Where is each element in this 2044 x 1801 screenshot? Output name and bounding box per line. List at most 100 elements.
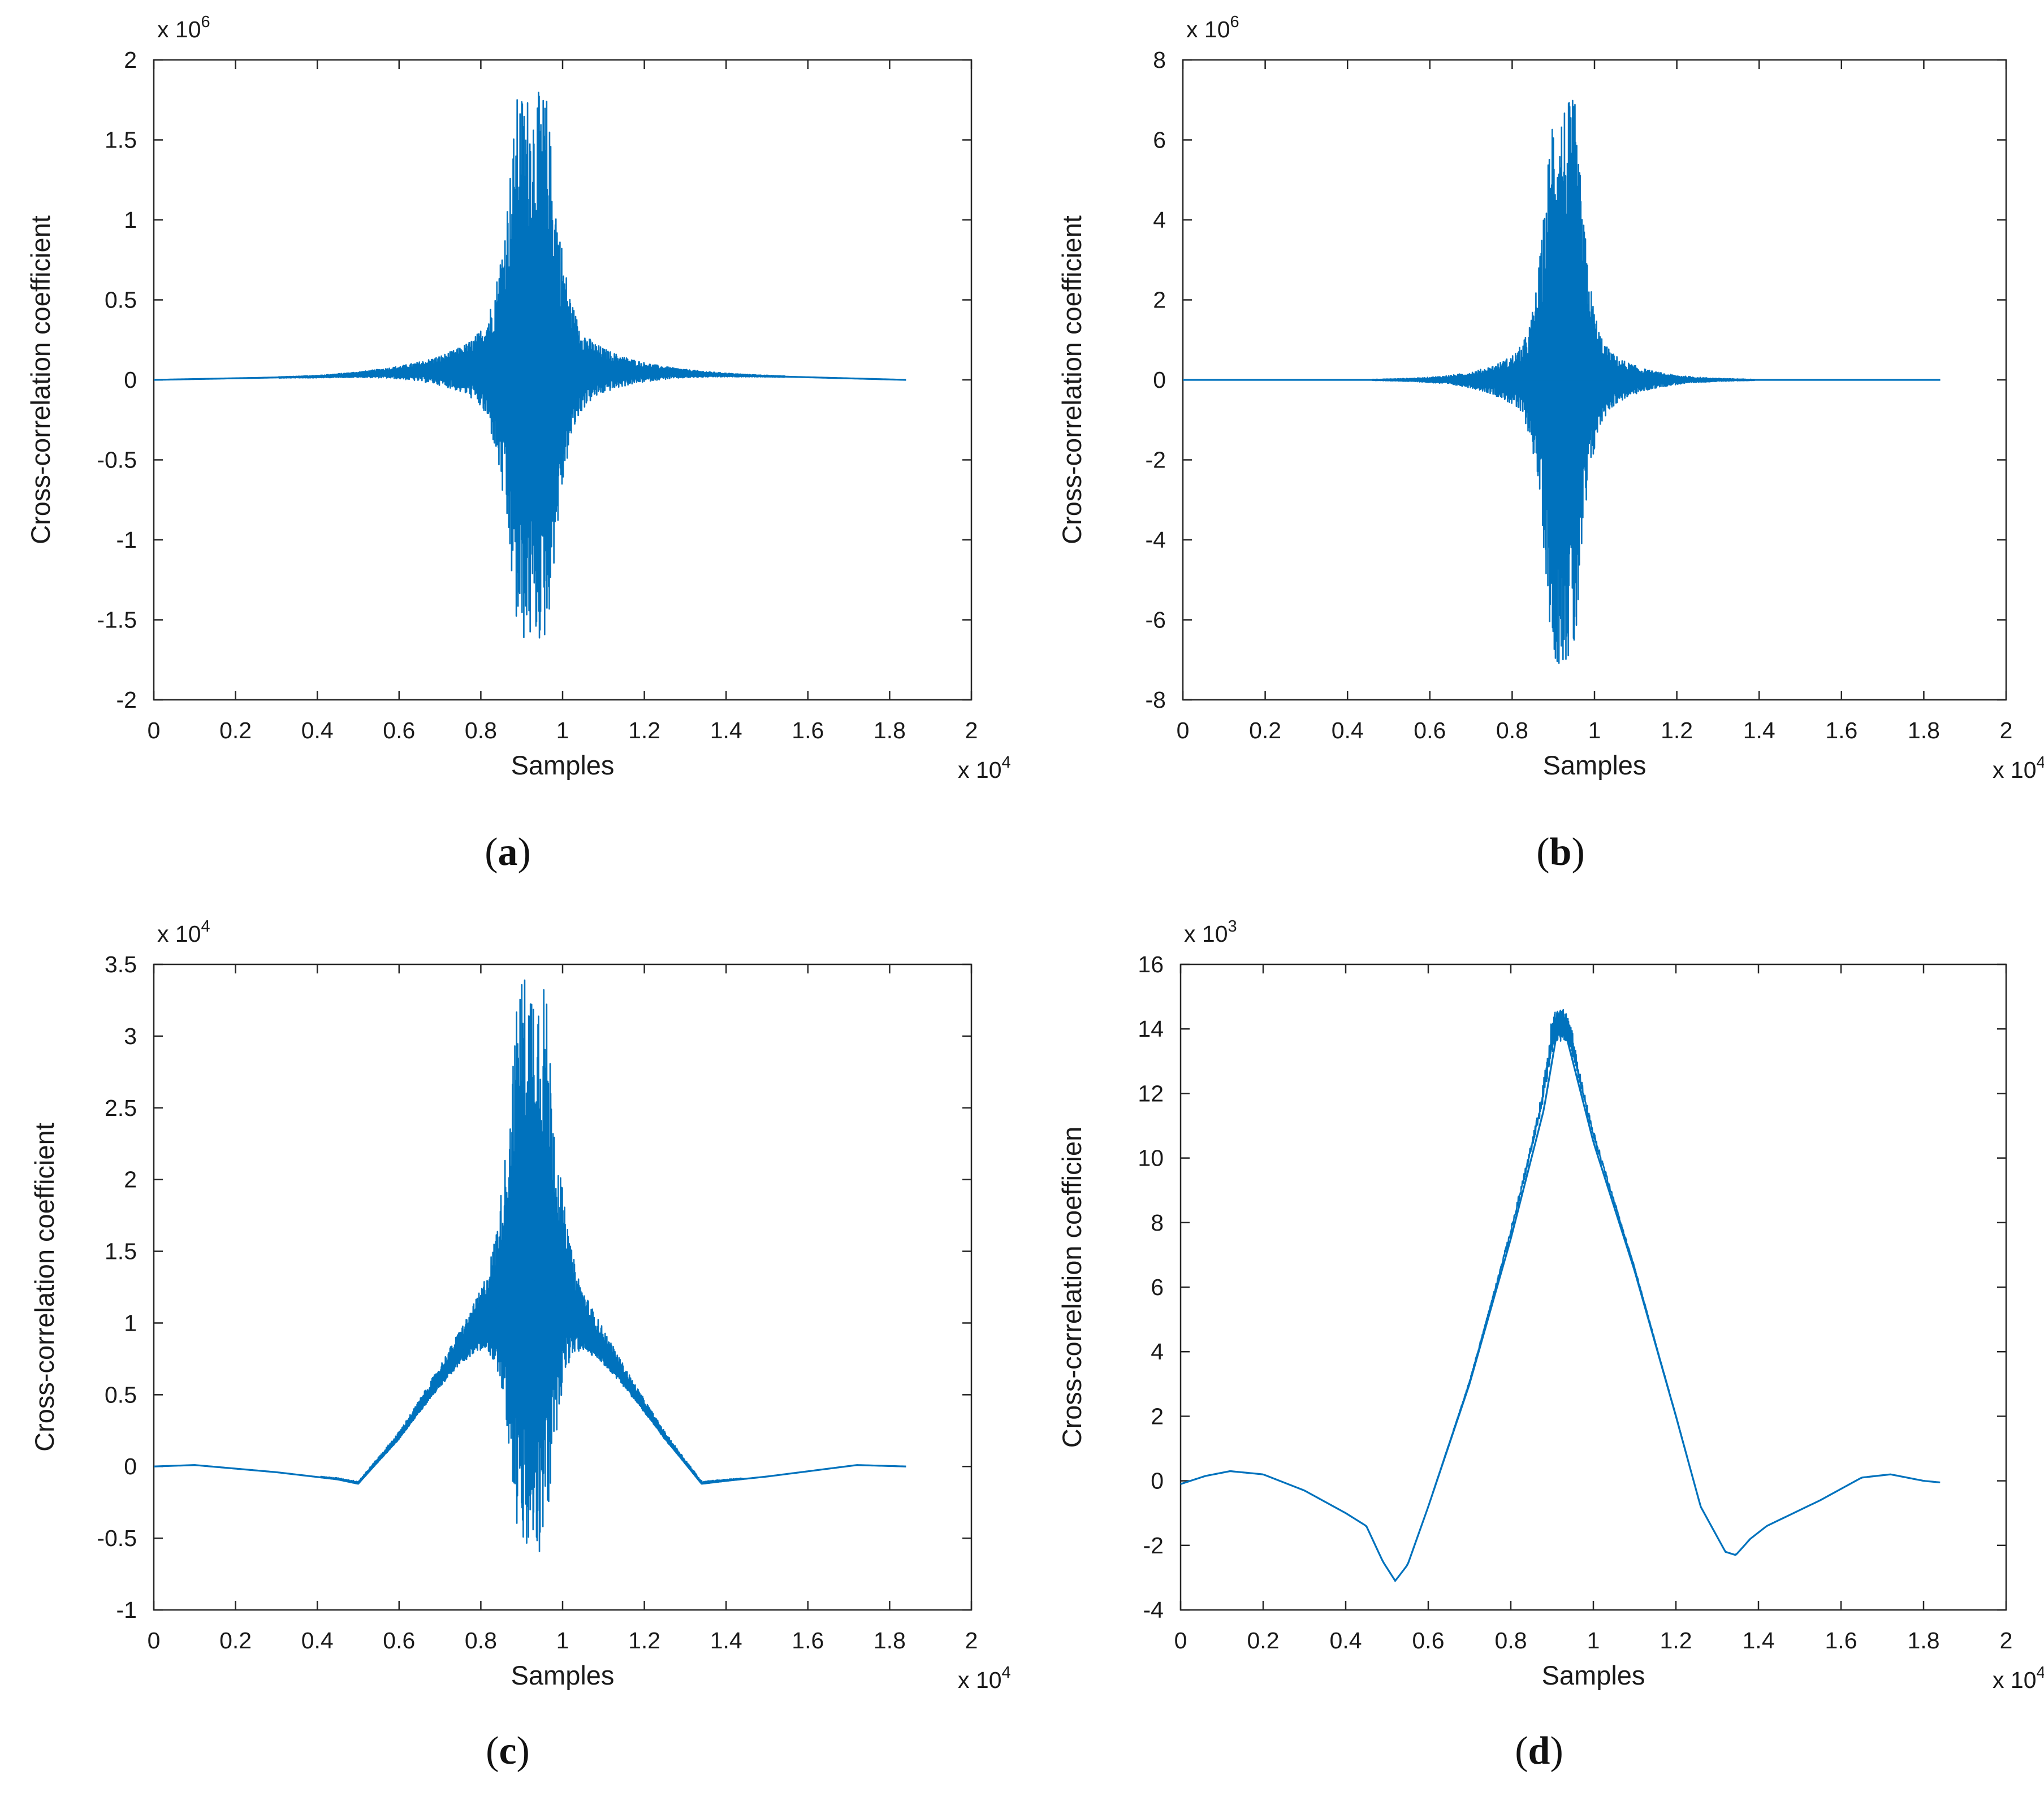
- y-tick-label: 14: [1138, 1016, 1164, 1042]
- y-tick-label: 0.5: [105, 287, 137, 313]
- x-tick-label: 1.4: [1743, 1627, 1775, 1653]
- y-tick-label: -4: [1146, 527, 1166, 553]
- y-tick-label: 10: [1138, 1145, 1164, 1171]
- x-multiplier-exponent: 4: [1002, 754, 1011, 772]
- y-tick-label: 4: [1153, 207, 1166, 233]
- x-tick-label: 2: [965, 1627, 978, 1653]
- y-axis-label: Cross-correlation coefficient: [29, 1123, 59, 1452]
- x-multiplier-exponent: 4: [2037, 754, 2044, 772]
- series-baseline-trace: [153, 367, 906, 381]
- y-axis-label: Cross-correlation coefficient: [1057, 215, 1087, 544]
- y-tick-label: 2: [124, 47, 137, 73]
- y-tick-label: 1.5: [105, 127, 137, 153]
- x-tick-label: 0.6: [1412, 1627, 1445, 1653]
- y-axis-multiplier: x 104: [157, 917, 210, 947]
- x-tick-label: 0.2: [1247, 1627, 1280, 1653]
- x-tick-label: 1.8: [1908, 717, 1940, 743]
- y-tick-label: 8: [1153, 47, 1166, 73]
- y-tick-label: 4: [1151, 1339, 1164, 1365]
- y-multiplier-base: x 10: [157, 16, 201, 42]
- x-tick-label: 0.4: [1332, 717, 1364, 743]
- x-multiplier-base: x 10: [1993, 757, 2037, 783]
- x-tick-label: 1.4: [710, 1627, 742, 1653]
- x-axis-label: Samples: [511, 1660, 615, 1690]
- y-multiplier-exponent: 6: [201, 13, 210, 31]
- x-tick-label: 0: [148, 717, 161, 743]
- y-tick-label: 8: [1151, 1210, 1164, 1236]
- x-tick-label: 0: [1177, 717, 1190, 743]
- y-tick-label: 0: [124, 1453, 137, 1479]
- x-axis-multiplier: x 104: [958, 1664, 1011, 1693]
- y-axis-multiplier: x 106: [157, 13, 210, 42]
- x-tick-label: 1.2: [628, 1627, 660, 1653]
- x-tick-label: 0.4: [1330, 1627, 1362, 1653]
- x-tick-label: 0.8: [1495, 1627, 1527, 1653]
- series-line-cross-correlation: [153, 92, 907, 639]
- y-tick-label: 0: [124, 367, 137, 393]
- chart-panel-d: 0 0.2 0.4 0.6 0.8 1 1.2 1.4 1.6 1.8 2 16 14 12 10 8 6 4 2 0…: [1057, 917, 2044, 1773]
- x-tick-label: 1.2: [1661, 717, 1693, 743]
- x-tick-label: 2: [2000, 717, 2013, 743]
- y-tick-label: 1.5: [105, 1239, 137, 1265]
- plot-area-frame: [1179, 963, 2007, 1611]
- y-tick-label: 6: [1151, 1274, 1164, 1300]
- y-tick-label: 1: [124, 207, 137, 233]
- x-axis-multiplier: x 104: [1993, 754, 2044, 783]
- y-tick-label: -2: [1146, 447, 1166, 473]
- x-tick-label: 1: [556, 1627, 569, 1653]
- y-tick-label: -6: [1146, 607, 1166, 633]
- x-tick-label: 1: [1587, 1627, 1600, 1653]
- x-tick-label: 1: [1588, 717, 1601, 743]
- y-tick-label: 0: [1151, 1468, 1164, 1494]
- x-tick-label: 1.8: [874, 717, 906, 743]
- y-multiplier-exponent: 3: [1228, 917, 1237, 936]
- x-tick-label: 1.6: [792, 717, 824, 743]
- x-tick-label: 2: [2000, 1627, 2013, 1653]
- y-tick-label: -1.5: [97, 607, 137, 633]
- x-tick-label: 1.6: [1825, 1627, 1857, 1653]
- x-tick-label: 0.6: [383, 1627, 415, 1653]
- y-tick-label: -0.5: [97, 447, 137, 473]
- x-axis-label: Samples: [1542, 1660, 1645, 1690]
- x-tick-label: 0.2: [1249, 717, 1281, 743]
- x-multiplier-base: x 10: [1993, 1667, 2037, 1693]
- y-tick-label: -8: [1146, 687, 1166, 713]
- x-tick-label: 1.6: [792, 1627, 824, 1653]
- x-tick-label: 1.2: [628, 717, 660, 743]
- y-axis-label: Cross-correlation coefficient: [25, 215, 55, 544]
- y-multiplier-base: x 10: [1184, 921, 1228, 947]
- series-line-cross-correlation: [153, 979, 907, 1552]
- y-tick-label: 3: [124, 1023, 137, 1049]
- y-tick-label: 6: [1153, 127, 1166, 153]
- panel-caption: (c): [486, 1729, 530, 1773]
- y-tick-label: 12: [1138, 1080, 1164, 1106]
- x-axis-multiplier: x 104: [958, 754, 1011, 783]
- panel-caption: (b): [1536, 830, 1585, 874]
- y-tick-label: -2: [1143, 1532, 1164, 1558]
- y-axis-multiplier: x 103: [1184, 917, 1237, 947]
- y-tick-label: -0.5: [97, 1525, 137, 1551]
- chart-panel-c: 0 0.2 0.4 0.6 0.8 1 1.2 1.4 1.6 1.8 2 3.5 3 2.5 2 1.5 1 0…: [29, 917, 1011, 1773]
- y-multiplier-base: x 10: [157, 921, 201, 947]
- x-axis-multiplier: x 104: [1993, 1664, 2044, 1693]
- x-tick-label: 1.4: [710, 717, 742, 743]
- panel-caption: (d): [1515, 1729, 1563, 1773]
- series-line-cross-correlation: [1180, 1008, 1941, 1582]
- x-tick-label: 0.6: [1414, 717, 1446, 743]
- x-tick-label: 0: [148, 1627, 161, 1653]
- x-multiplier-base: x 10: [958, 1667, 1002, 1693]
- chart-panel-b: 0 0.2 0.4 0.6 0.8 1 1.2 1.4 1.6 1.8 2 8 6 4 2 0 -2 -4 -6 -8…: [1057, 13, 2044, 874]
- x-tick-label: 1.4: [1743, 717, 1775, 743]
- y-tick-label: -2: [116, 687, 137, 713]
- x-tick-label: 1.8: [874, 1627, 906, 1653]
- y-tick-label: 0: [1153, 367, 1166, 393]
- y-multiplier-exponent: 4: [201, 917, 210, 936]
- x-tick-label: 0.6: [383, 717, 415, 743]
- x-axis-label: Samples: [1543, 750, 1647, 780]
- y-multiplier-base: x 10: [1186, 16, 1230, 42]
- x-tick-label: 0.8: [465, 717, 497, 743]
- x-multiplier-exponent: 4: [1002, 1664, 1011, 1682]
- x-tick-label: 1.2: [1660, 1627, 1692, 1653]
- x-tick-label: 1.8: [1908, 1627, 1940, 1653]
- panel-caption: (a): [485, 830, 531, 874]
